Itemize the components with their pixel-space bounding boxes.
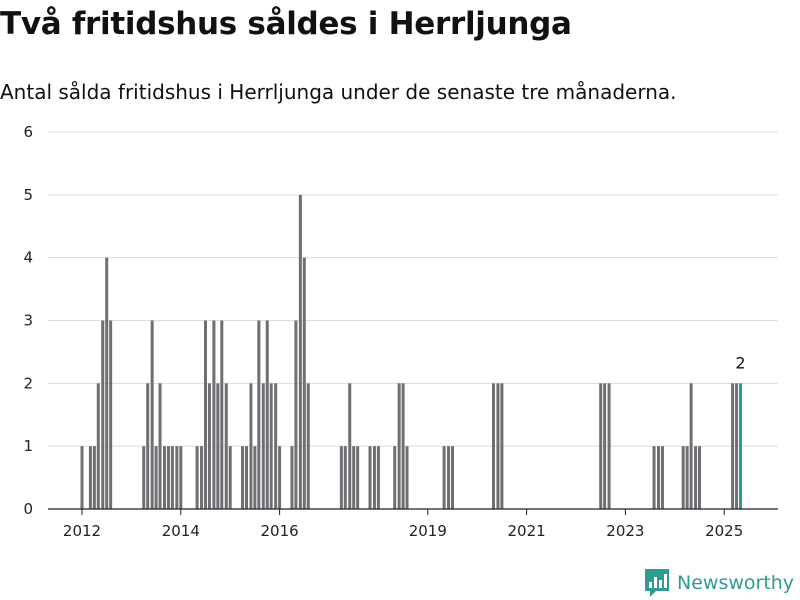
y-tick-label: 4	[23, 249, 33, 267]
bar	[175, 446, 179, 509]
bar	[607, 383, 611, 509]
bar	[397, 383, 401, 509]
bar	[253, 446, 257, 509]
bar	[241, 446, 245, 509]
bar	[492, 383, 495, 509]
newsworthy-logo-icon	[645, 569, 669, 597]
bar	[735, 383, 739, 509]
bar	[96, 383, 100, 509]
bar	[652, 446, 656, 509]
bar	[442, 446, 446, 509]
y-tick-label: 1	[23, 437, 33, 455]
chart-title: Två fritidshus såldes i Herrljunga	[0, 6, 572, 42]
bar	[257, 320, 261, 509]
x-tick-label: 2021	[508, 522, 546, 540]
bar	[166, 446, 170, 509]
y-tick-label: 3	[23, 312, 33, 330]
bar	[405, 446, 409, 509]
bar	[500, 383, 504, 509]
bar	[224, 383, 228, 509]
bar	[207, 383, 211, 509]
bar	[105, 257, 109, 509]
bar	[339, 446, 343, 509]
bar	[689, 383, 693, 509]
bar	[343, 446, 347, 509]
bar	[274, 383, 278, 509]
x-tick-label: 2023	[606, 522, 644, 540]
bar	[681, 446, 685, 509]
bar	[401, 383, 405, 509]
bar	[376, 446, 380, 509]
x-tick-label: 2014	[162, 522, 200, 540]
bar	[393, 446, 397, 509]
bar	[220, 320, 224, 509]
bar	[496, 383, 500, 509]
bar	[204, 320, 207, 509]
bar	[306, 383, 310, 509]
bar	[146, 383, 150, 509]
highlight-bar	[739, 383, 742, 509]
bar	[356, 446, 360, 509]
x-tick-label: 2016	[261, 522, 299, 540]
bar	[200, 446, 204, 509]
x-tick-label: 2019	[409, 522, 447, 540]
bar	[290, 446, 294, 509]
bar	[348, 383, 352, 509]
bar	[372, 446, 376, 509]
bar	[154, 446, 158, 509]
bar	[698, 446, 701, 509]
bar	[158, 383, 162, 509]
bar	[298, 194, 302, 509]
bar	[88, 446, 92, 509]
bar	[451, 446, 454, 509]
bar	[163, 446, 166, 509]
bar	[294, 320, 298, 509]
bar	[302, 257, 306, 509]
bar	[212, 320, 216, 509]
bar	[685, 446, 689, 509]
brand-name: Newsworthy	[677, 572, 795, 594]
bar	[216, 383, 220, 509]
bar	[245, 446, 248, 509]
y-tick-label: 5	[23, 186, 33, 204]
bar	[269, 383, 273, 509]
bar	[92, 446, 96, 509]
bar	[599, 383, 603, 509]
bar	[150, 320, 154, 509]
y-tick-label: 0	[23, 500, 33, 518]
bar	[142, 446, 146, 509]
bar	[731, 383, 735, 509]
bar	[170, 446, 174, 509]
bar	[261, 383, 265, 509]
bar	[109, 320, 113, 509]
bar	[657, 446, 660, 509]
bar	[603, 383, 607, 509]
x-tick-label: 2012	[63, 522, 101, 540]
brand: Newsworthy	[644, 568, 794, 598]
bar	[278, 446, 282, 509]
bar	[228, 446, 232, 509]
bar	[249, 383, 253, 509]
bar	[447, 446, 451, 509]
bar	[195, 446, 199, 509]
bar	[694, 446, 698, 509]
x-tick-label: 2025	[705, 522, 743, 540]
bar	[660, 446, 664, 509]
bar	[265, 320, 269, 509]
bar	[368, 446, 372, 509]
bar	[101, 320, 105, 509]
bar	[352, 446, 356, 509]
y-tick-label: 6	[23, 123, 33, 141]
chart-subtitle: Antal sålda fritidshus i Herrljunga unde…	[0, 80, 677, 104]
y-tick-label: 2	[23, 374, 33, 392]
data-label: 2	[735, 353, 745, 372]
bar	[179, 446, 183, 509]
bar	[80, 446, 84, 509]
bar-chart: 0 1 2 3 4 5 6 2 2012 2014 2016 2019 2021 2023 2025	[23, 123, 778, 540]
